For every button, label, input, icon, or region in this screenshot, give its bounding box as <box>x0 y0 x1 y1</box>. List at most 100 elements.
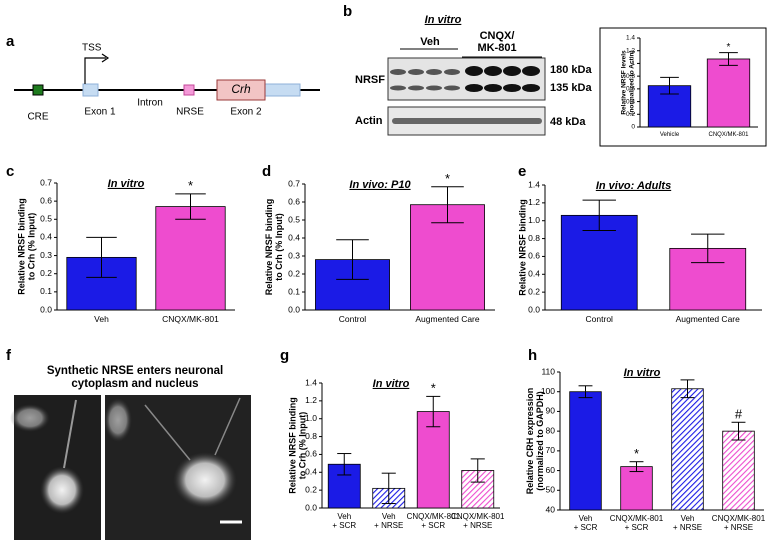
chart-title: In vitro <box>373 378 410 390</box>
error-bar <box>582 199 616 232</box>
western-blot: In vitro Veh CNQX/ MK-801 NRSF Actin 180… <box>355 14 767 147</box>
y-tick-label: 0.1 <box>40 286 52 296</box>
y-tick-label: 0.0 <box>288 304 300 314</box>
y-tick-label: 1 <box>631 60 635 67</box>
y-tick-label: 0.7 <box>40 177 52 187</box>
y-axis-label-text: Relative NRSF binding to Crh (% Input) <box>16 198 36 295</box>
error-bar <box>629 461 644 473</box>
y-tick-label: 0.6 <box>305 449 317 459</box>
bar <box>620 466 653 511</box>
chart-title: In vitro <box>624 367 661 379</box>
x-tick-label-text: Veh <box>94 314 109 324</box>
bar <box>560 214 638 311</box>
y-tick-label: 1.4 <box>305 377 317 387</box>
y-tick-label: 70 <box>546 445 556 455</box>
y-axis-label: Relative NRSF binding to Crh (% Input) <box>287 397 307 494</box>
y-tick-label: 1.0 <box>305 413 317 423</box>
y-tick-label: 0 <box>631 124 635 131</box>
y-tick-label: 0.4 <box>305 467 317 477</box>
exon-label: Exon 1 <box>84 107 116 118</box>
y-axis-label: Relative NRSF binding to Crh (% Input) <box>16 198 36 295</box>
x-tick-label-text: CNQX/MK-801 + SCR <box>406 512 460 530</box>
y-tick-label: 0.2 <box>626 111 635 118</box>
x-tick-label-text: Veh + NRSE <box>374 512 404 530</box>
panel-label: c <box>6 163 14 180</box>
error-bar <box>175 193 206 220</box>
error-bar <box>660 76 679 95</box>
x-tick-label-text: Veh + NRSE <box>672 514 703 532</box>
y-tick-label: 0.5 <box>40 214 52 224</box>
y-tick-label: 0.4 <box>528 269 540 279</box>
chart-title: In vitro <box>108 178 145 190</box>
y-axis-label: Relative NRSF binding <box>517 199 527 296</box>
significance: * <box>445 171 450 186</box>
y-axis-label: Relative CRH expression (normalized to G… <box>525 388 545 495</box>
y-tick-label: 100 <box>541 386 555 396</box>
tss-label: TSS <box>82 43 102 54</box>
y-axis-label-text: Relative NRSF levels (normalized to Acti… <box>620 50 635 115</box>
y-tick-label: 0.5 <box>288 214 300 224</box>
error-bar <box>431 186 464 224</box>
x-tick-label: CNQX/MK-801 + SCR <box>406 512 460 530</box>
significance: * <box>431 381 436 396</box>
y-tick-label: 0.6 <box>528 251 540 261</box>
x-tick-label-text: Control <box>585 314 613 324</box>
y-tick-label: 0.3 <box>40 250 52 260</box>
x-tick-label-text: Augmented Care <box>675 314 740 324</box>
x-tick-label: Veh + SCR <box>573 514 598 532</box>
bar <box>416 411 450 509</box>
size-label: 48 kDa <box>550 116 586 128</box>
y-tick-label: 0.0 <box>40 304 52 314</box>
x-tick-label: Augmented Care <box>675 314 740 324</box>
x-tick-label-text: Augmented Care <box>415 314 480 324</box>
x-tick-label-text: Veh + SCR <box>573 514 598 532</box>
y-tick-label: 0.4 <box>288 232 300 242</box>
y-tick-label: 0.8 <box>626 73 635 80</box>
x-tick-label-text: CNQX/MK-801 <box>708 132 749 138</box>
y-tick-label: 0.6 <box>626 86 635 93</box>
panel-label: h <box>528 347 537 364</box>
y-tick-label: 0.0 <box>528 304 540 314</box>
y-tick-label: 0.4 <box>40 232 52 242</box>
bar <box>155 206 226 311</box>
x-tick-label: Augmented Care <box>415 314 480 324</box>
y-tick-label: 50 <box>546 485 556 495</box>
x-tick-label-text: Control <box>338 314 367 324</box>
y-tick-label: 0.8 <box>528 233 540 243</box>
error-bar <box>578 385 593 399</box>
y-tick-label: 0.2 <box>305 484 317 494</box>
blot-row-label: Actin <box>355 115 383 127</box>
error-bar <box>381 472 396 505</box>
y-tick-label: 0.3 <box>288 250 300 260</box>
panel-label: a <box>6 33 15 50</box>
x-tick-label: Control <box>585 314 613 324</box>
x-tick-label: CNQX/MK-801 <box>708 132 749 138</box>
error-bar <box>731 421 746 441</box>
x-tick-label-text: CNQX/MK-801 + SCR <box>609 514 664 532</box>
y-tick-label: 0.6 <box>288 196 300 206</box>
chart-title: In vivo: P10 <box>349 179 411 191</box>
x-tick-label: Veh <box>94 314 109 324</box>
gene-diagram: Crh TSS CRE Exon 1 Intron NRSE Exon 2 <box>14 43 320 123</box>
x-tick-label: Veh + NRSE <box>374 512 404 530</box>
y-tick-label: 0.6 <box>40 195 52 205</box>
y-axis-label: Relative NRSF levels (normalized to Acti… <box>620 50 635 115</box>
micrograph-title-text: Synthetic NRSE enters neuronal cytoplasm… <box>46 365 224 390</box>
nrse-label: NRSE <box>176 107 204 118</box>
error-bar <box>680 379 695 399</box>
y-tick-label: 1.4 <box>528 179 540 189</box>
x-tick-label: Vehicle <box>660 132 679 138</box>
x-tick-label-text: CNQX/MK-801 + NRSE <box>451 512 505 530</box>
significance: * <box>188 178 193 193</box>
lane-label-text: CNQX/ MK-801 <box>477 29 517 54</box>
error-bar <box>719 52 738 66</box>
exon-label: Exon 2 <box>230 107 262 118</box>
micrographs: Synthetic NRSE enters neuronal cytoplasm… <box>10 365 251 540</box>
x-tick-label-text: Veh + SCR <box>332 512 357 530</box>
panel-label: f <box>6 347 12 364</box>
error-bar <box>691 233 725 264</box>
x-tick-label: CNQX/MK-801 + SCR <box>609 514 664 532</box>
y-tick-label: 60 <box>546 465 556 475</box>
x-tick-label: CNQX/MK-801 + NRSE <box>451 512 505 530</box>
